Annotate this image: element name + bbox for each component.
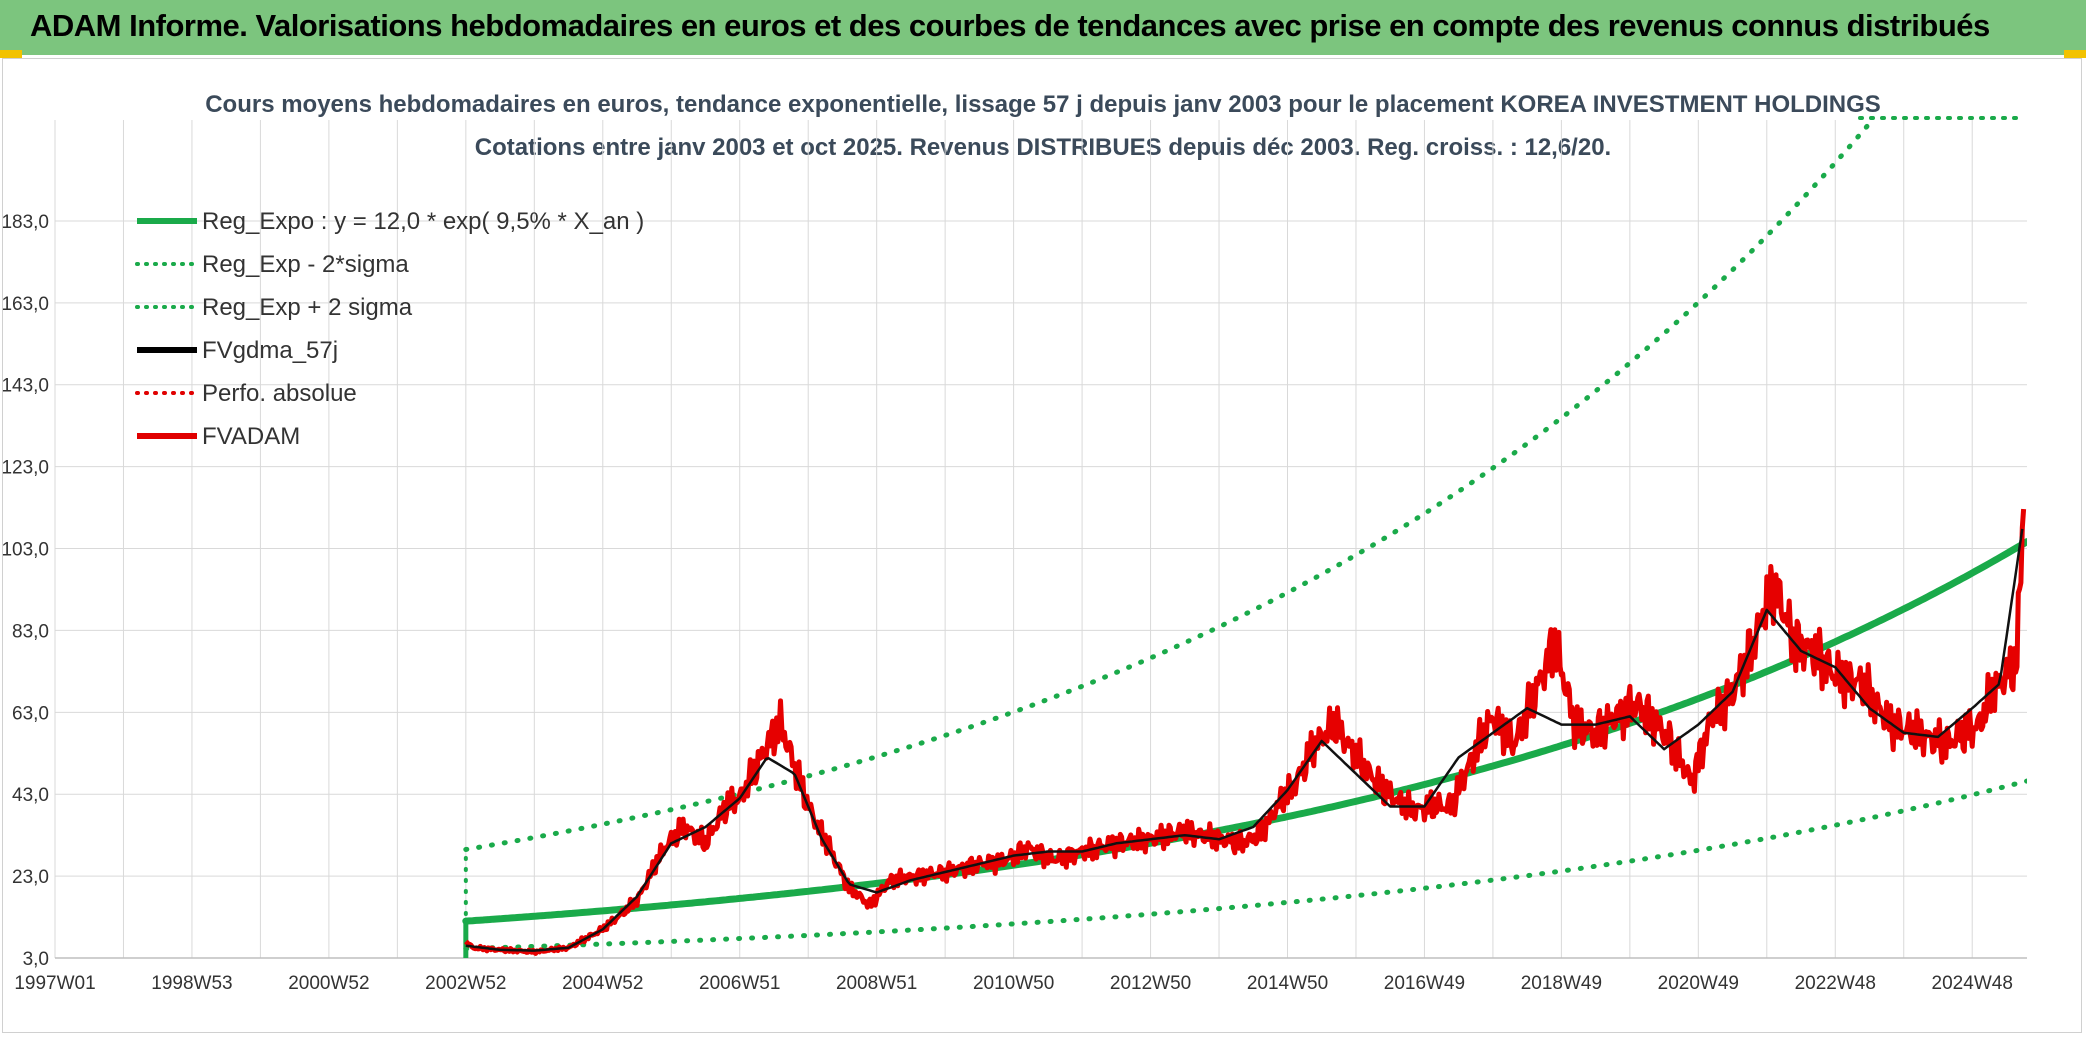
legend-fvgdma: FVgdma_57j [137,337,338,364]
legend-reg-exp-minus: Reg_Exp - 2*sigma [135,251,409,278]
chart-title-line1: Cours moyens hebdomadaires en euros, ten… [205,91,1881,118]
x-tick-label: 2000W52 [288,973,369,994]
y-tick-label: 63,0 [12,703,49,724]
x-tick-label: 2016W49 [1384,973,1465,994]
x-tick-label: 2024W48 [1932,973,2013,994]
legend-perfo-absolue: Perfo. absolue [135,380,357,407]
y-tick-label: 123,0 [1,458,49,479]
x-tick-label: 1998W53 [151,973,232,994]
legend-fvgdma-label: FVgdma_57j [202,337,338,364]
chart-frame [2,58,2082,1033]
y-tick-label: 163,0 [1,294,49,315]
reg-exp-plus-2sigma-line [463,120,1876,852]
legend-reg-exp-plus: Reg_Exp + 2 sigma [135,294,413,321]
y-tick-label: 83,0 [12,621,49,642]
y-tick-label: 23,0 [12,867,49,888]
page-title: ADAM Informe. Valorisations hebdomadaire… [30,8,1990,43]
x-tick-label: 2018W49 [1521,973,1602,994]
x-tick-label: 2020W49 [1658,973,1739,994]
legend-fvadam-label: FVADAM [202,423,300,450]
legend-reg-exp-minus-label: Reg_Exp - 2*sigma [202,251,409,278]
y-tick-label: 43,0 [12,785,49,806]
reg-expo-line [462,538,2027,925]
legend-reg-expo-label: Reg_Expo : y = 12,0 * exp( 9,5% * X_an ) [202,208,644,235]
corner-accent-left [0,50,22,58]
corner-accent-right [2064,50,2086,58]
x-tick-label: 1997W01 [14,973,95,994]
x-tick-label: 2014W50 [1247,973,1328,994]
x-tick-label: 2006W51 [699,973,780,994]
reg-exp-minus-2sigma-line [463,778,2027,952]
y-tick-label: 103,0 [1,540,49,561]
y-tick-label: 3,0 [23,949,49,970]
legend-perfo-absolue-label: Perfo. absolue [202,380,357,407]
x-tick-label: 2022W48 [1795,973,1876,994]
legend-fvadam: FVADAM [137,423,300,450]
fvgdma-57j-line [465,528,2024,952]
x-tick-label: 2002W52 [425,973,506,994]
chart-title-line2: Cotations entre janv 2003 et oct 2025. R… [475,134,1611,161]
x-tick-label: 2004W52 [562,973,643,994]
x-tick-label: 2008W51 [836,973,917,994]
header-bar [0,0,2086,55]
legend-reg-expo: Reg_Expo : y = 12,0 * exp( 9,5% * X_an ) [137,208,644,235]
x-tick-label: 2012W50 [1110,973,1191,994]
y-tick-label: 183,0 [1,212,49,233]
y-tick-label: 143,0 [1,376,49,397]
fvadam-line [464,508,2027,956]
x-tick-label: 2010W50 [973,973,1054,994]
legend-reg-exp-plus-label: Reg_Exp + 2 sigma [202,294,413,321]
